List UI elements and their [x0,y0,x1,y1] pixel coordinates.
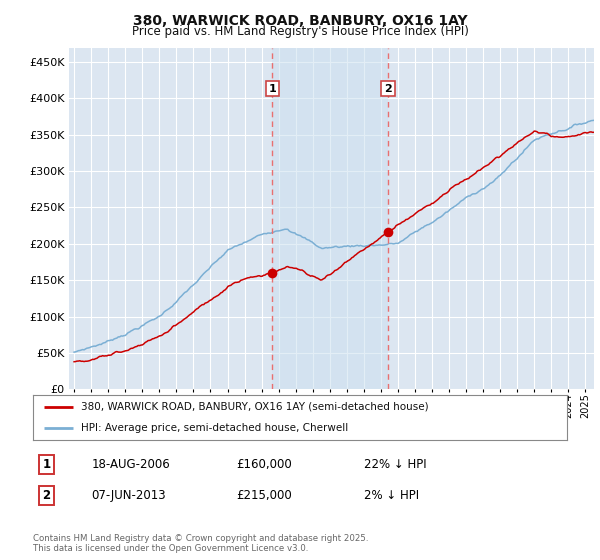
Text: Price paid vs. HM Land Registry's House Price Index (HPI): Price paid vs. HM Land Registry's House … [131,25,469,38]
Bar [272,48,388,389]
Text: HPI: Average price, semi-detached house, Cherwell: HPI: Average price, semi-detached house,… [81,422,349,432]
Text: 380, WARWICK ROAD, BANBURY, OX16 1AY: 380, WARWICK ROAD, BANBURY, OX16 1AY [133,14,467,28]
Text: 1: 1 [42,458,50,471]
Text: 2: 2 [384,83,392,94]
Text: £215,000: £215,000 [236,489,292,502]
Text: 1: 1 [268,83,276,94]
Text: 18-AUG-2006: 18-AUG-2006 [92,458,170,471]
Text: 2% ↓ HPI: 2% ↓ HPI [364,489,419,502]
Text: 07-JUN-2013: 07-JUN-2013 [92,489,166,502]
Text: 2: 2 [42,489,50,502]
Text: 22% ↓ HPI: 22% ↓ HPI [364,458,427,471]
Text: Contains HM Land Registry data © Crown copyright and database right 2025.
This d: Contains HM Land Registry data © Crown c… [33,534,368,553]
Text: 380, WARWICK ROAD, BANBURY, OX16 1AY (semi-detached house): 380, WARWICK ROAD, BANBURY, OX16 1AY (se… [81,402,428,412]
Text: £160,000: £160,000 [236,458,292,471]
